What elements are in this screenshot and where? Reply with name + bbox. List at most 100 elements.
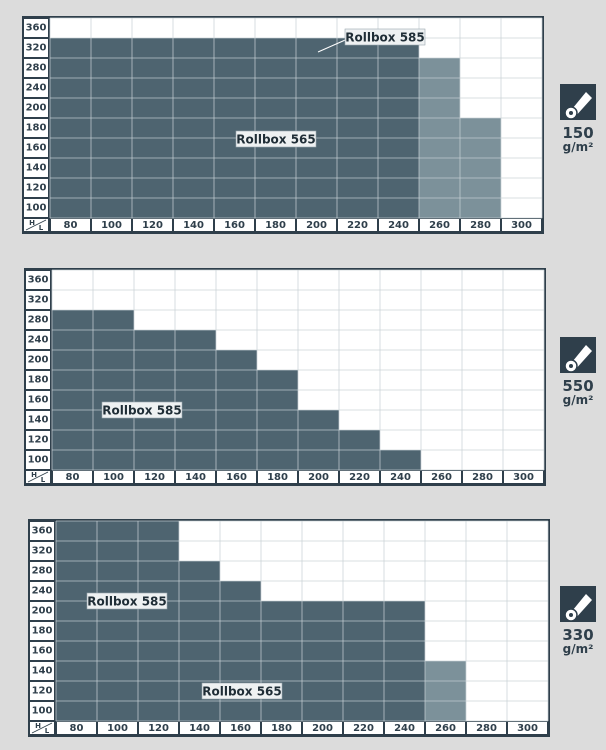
grammage-unit: g/m² (562, 393, 594, 407)
y-tick-cell (24, 159, 48, 177)
x-tick-label: 160 (226, 472, 247, 483)
x-tick-label: 240 (390, 472, 411, 483)
x-tick-label: 120 (144, 472, 165, 483)
bar-rollbox-585 (337, 38, 378, 218)
y-tick-label: 160 (26, 143, 47, 154)
x-tick-cell (262, 722, 301, 734)
y-tick-cell (30, 602, 54, 620)
y-tick-label: 360 (26, 23, 47, 34)
x-tick-cell (381, 471, 420, 483)
series-label-box (86, 592, 168, 610)
y-tick-label: 140 (26, 163, 47, 174)
x-tick-label: 280 (476, 723, 497, 734)
bar-rollbox-565 (460, 118, 501, 218)
bar-rollbox-585 (257, 370, 298, 470)
y-tick-cell (30, 622, 54, 640)
x-tick-cell (133, 219, 172, 231)
grammage-value: 550 (562, 377, 594, 395)
y-tick-cell (26, 291, 50, 309)
x-tick-label: 80 (64, 220, 78, 231)
series-label-box (344, 28, 426, 46)
axis-corner-h: H (35, 722, 41, 730)
x-tick-label: 220 (349, 472, 370, 483)
axis-corner-l: L (41, 476, 46, 484)
x-tick-cell (98, 722, 137, 734)
y-tick-label: 280 (32, 566, 53, 577)
series-label-box (101, 401, 183, 419)
x-tick-cell (379, 219, 418, 231)
y-tick-label: 320 (32, 546, 53, 557)
bar-rollbox-585 (255, 38, 296, 218)
grammage-badge-2: 550 g/m² (556, 337, 600, 406)
x-tick-cell (338, 219, 377, 231)
x-tick-cell (508, 722, 547, 734)
y-tick-cell (24, 139, 48, 157)
series-label-box (201, 682, 283, 700)
x-tick-cell (303, 722, 342, 734)
x-tick-cell (174, 219, 213, 231)
y-tick-label: 200 (26, 103, 47, 114)
y-tick-label: 320 (26, 43, 47, 54)
x-tick-label: 300 (513, 472, 534, 483)
y-tick-label: 100 (26, 203, 47, 214)
y-tick-label: 280 (28, 315, 49, 326)
y-tick-label: 100 (32, 706, 53, 717)
y-tick-cell (30, 662, 54, 680)
y-tick-label: 120 (28, 435, 49, 446)
series-label: Rollbox 585 (102, 404, 182, 418)
x-tick-cell (258, 471, 297, 483)
y-tick-cell (26, 431, 50, 449)
x-tick-label: 220 (347, 220, 368, 231)
y-tick-cell (24, 99, 48, 117)
series-label: Rollbox 585 (345, 31, 425, 45)
x-tick-label: 140 (185, 472, 206, 483)
y-tick-cell (26, 451, 50, 469)
y-tick-cell (26, 351, 50, 369)
bar-rollbox-585 (173, 38, 214, 218)
y-tick-cell (30, 522, 54, 540)
x-tick-label: 260 (429, 220, 450, 231)
x-tick-cell (221, 722, 260, 734)
bar-rollbox-585 (132, 38, 173, 218)
x-tick-label: 160 (224, 220, 245, 231)
y-tick-label: 240 (26, 83, 47, 94)
paper-roll-icon (560, 84, 596, 120)
x-tick-cell (467, 722, 506, 734)
bar-rollbox-585 (298, 410, 339, 470)
series-label: Rollbox 565 (236, 133, 316, 147)
x-tick-cell (504, 471, 543, 483)
x-tick-label: 240 (394, 723, 415, 734)
grammage-value: 150 (562, 124, 594, 142)
y-tick-cell (24, 39, 48, 57)
x-tick-label: 140 (189, 723, 210, 734)
x-tick-label: 180 (267, 472, 288, 483)
x-tick-label: 220 (353, 723, 374, 734)
x-tick-cell (385, 722, 424, 734)
x-tick-cell (215, 219, 254, 231)
y-tick-cell (24, 59, 48, 77)
axis-corner-l: L (45, 727, 50, 735)
y-tick-label: 360 (28, 275, 49, 286)
grammage-badge-1: 150 g/m² (556, 84, 600, 153)
x-tick-cell (139, 722, 178, 734)
x-tick-label: 140 (183, 220, 204, 231)
x-tick-cell (51, 219, 90, 231)
axis-corner-h: H (29, 219, 35, 227)
y-tick-label: 280 (26, 63, 47, 74)
paper-roll-icon (560, 586, 596, 622)
x-tick-label: 300 (511, 220, 532, 231)
y-tick-cell (26, 331, 50, 349)
x-tick-label: 160 (230, 723, 251, 734)
grammage-badge-3: 330 g/m² (556, 586, 600, 655)
x-tick-cell (297, 219, 336, 231)
x-tick-label: 280 (472, 472, 493, 483)
x-tick-cell (57, 722, 96, 734)
x-tick-label: 260 (431, 472, 452, 483)
x-tick-cell (461, 219, 500, 231)
axis-corner-divider (27, 471, 49, 483)
y-tick-label: 240 (32, 586, 53, 597)
y-tick-label: 120 (26, 183, 47, 194)
x-tick-cell (422, 471, 461, 483)
bar-rollbox-585 (220, 581, 261, 721)
